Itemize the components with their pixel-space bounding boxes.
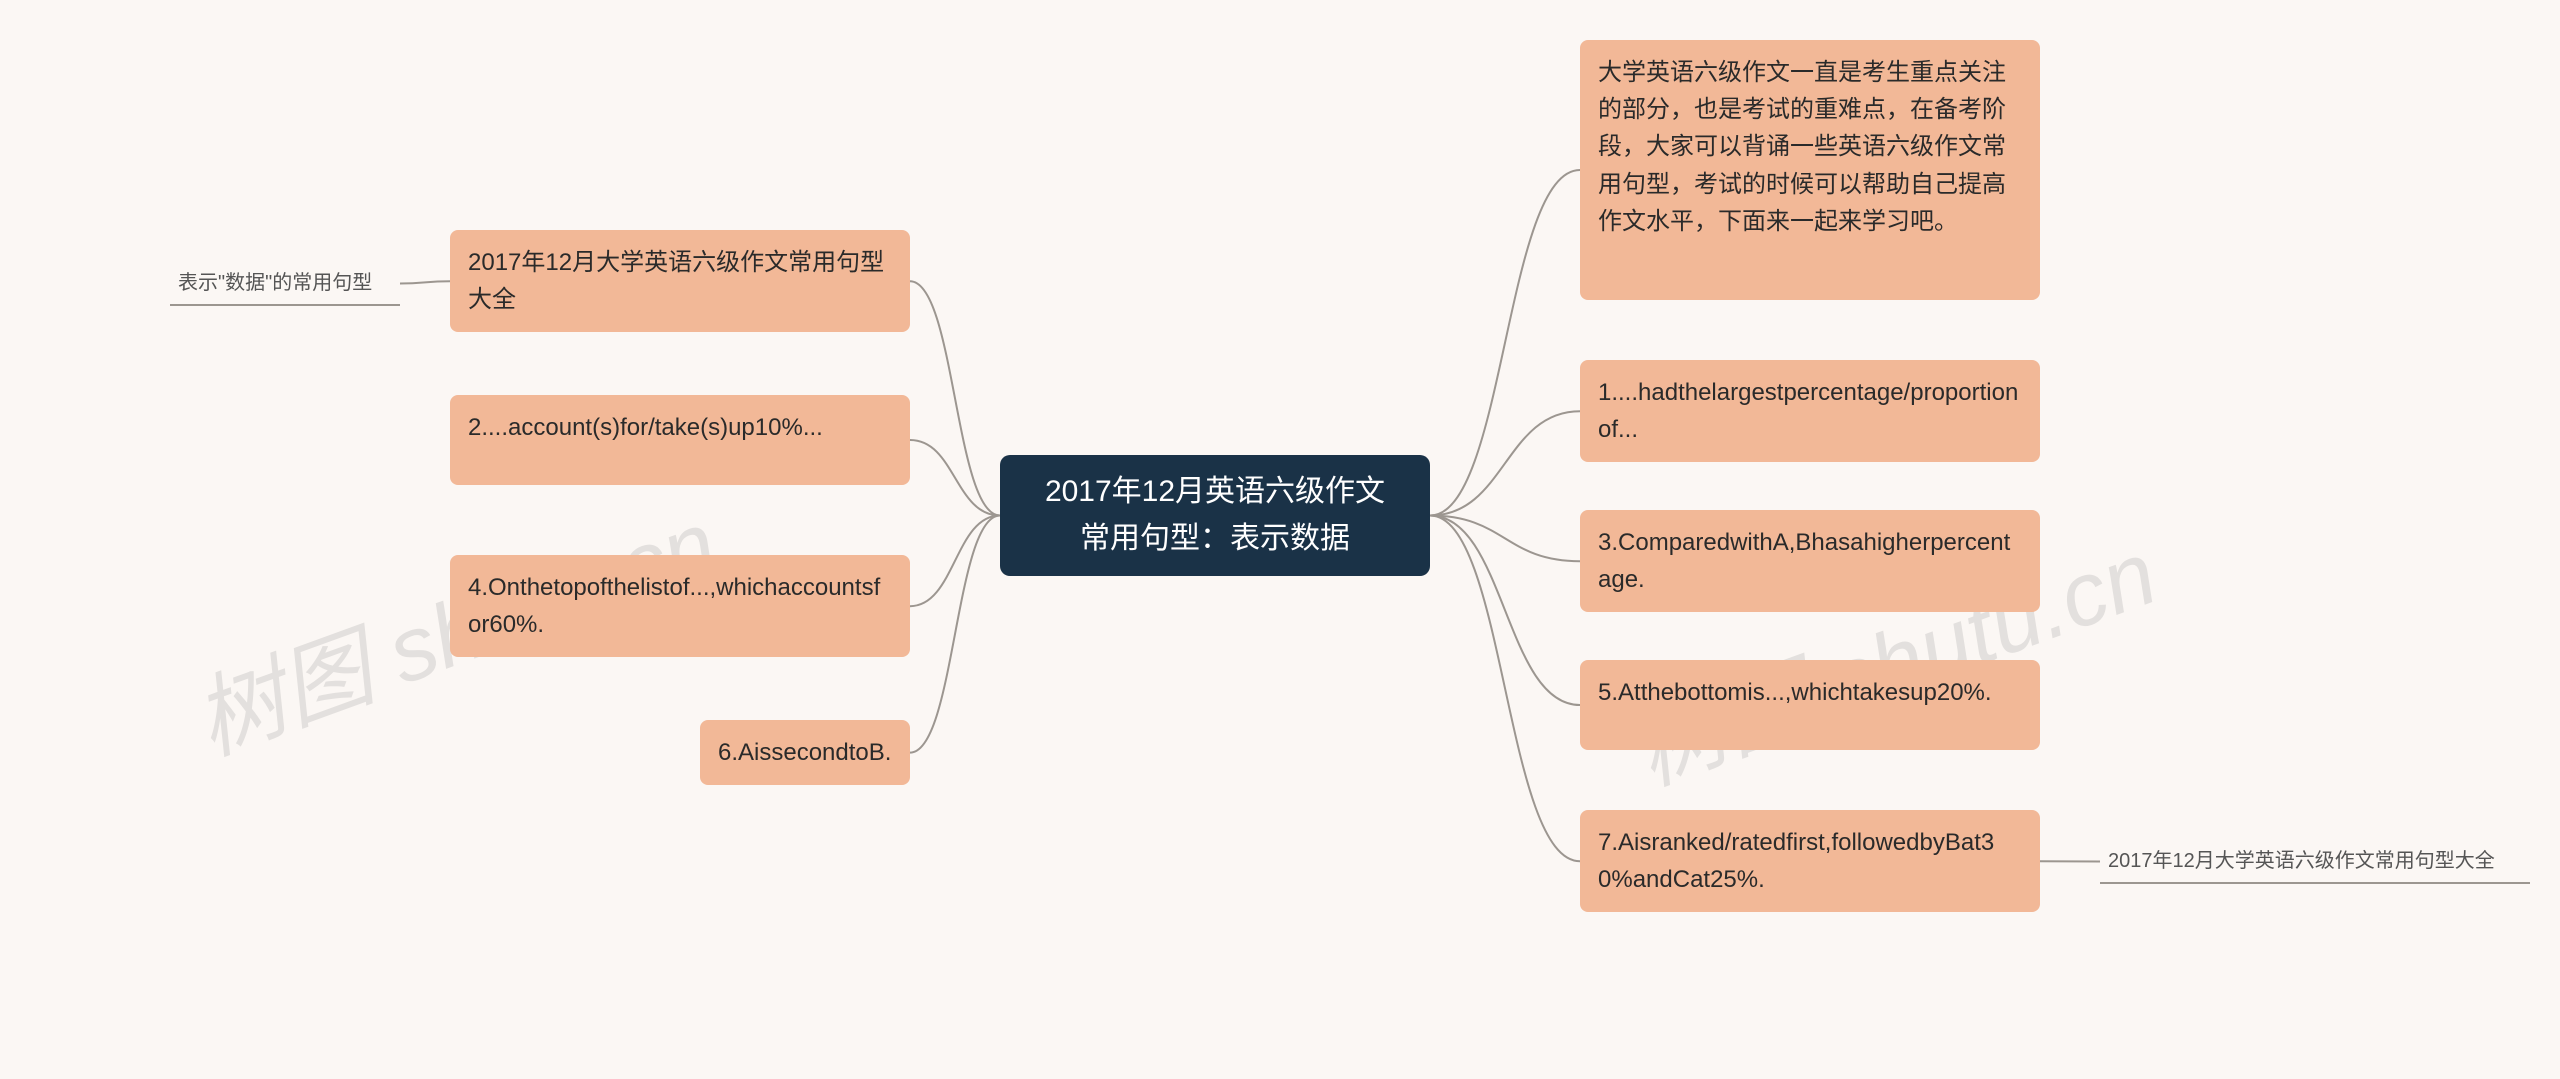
- branch-left-3[interactable]: 4.Onthetopofthelistof...,whichaccountsfo…: [450, 555, 910, 657]
- branch-left-1[interactable]: 2017年12月大学英语六级作文常用句型大全: [450, 230, 910, 332]
- branch-right-4[interactable]: 5.Atthebottomis...,whichtakesup20%.: [1580, 660, 2040, 750]
- mindmap-canvas: 树图 shutu.cn 树图 shutu.cn 2017年12月英语六级作文 常…: [0, 0, 2560, 1079]
- center-line1: 2017年12月英语六级作文: [1018, 469, 1412, 516]
- leaf-right-5[interactable]: 2017年12月大学英语六级作文常用句型大全: [2100, 840, 2530, 883]
- branch-right-5[interactable]: 7.Aisranked/ratedfirst,followedbyBat30%a…: [1580, 810, 2040, 912]
- branch-right-3[interactable]: 3.ComparedwithA,Bhasahigherpercentage.: [1580, 510, 2040, 612]
- branch-right-1[interactable]: 大学英语六级作文一直是考生重点关注的部分，也是考试的重难点，在备考阶段，大家可以…: [1580, 40, 2040, 300]
- branch-left-2[interactable]: 2....account(s)for/take(s)up10%...: [450, 395, 910, 485]
- branch-left-4[interactable]: 6.AissecondtoB.: [700, 720, 910, 785]
- center-node[interactable]: 2017年12月英语六级作文 常用句型：表示数据: [1000, 455, 1430, 576]
- center-line2: 常用句型：表示数据: [1018, 516, 1412, 563]
- leaf-left-1[interactable]: 表示"数据"的常用句型: [170, 262, 400, 305]
- branch-right-2[interactable]: 1....hadthelargestpercentage/proportiono…: [1580, 360, 2040, 462]
